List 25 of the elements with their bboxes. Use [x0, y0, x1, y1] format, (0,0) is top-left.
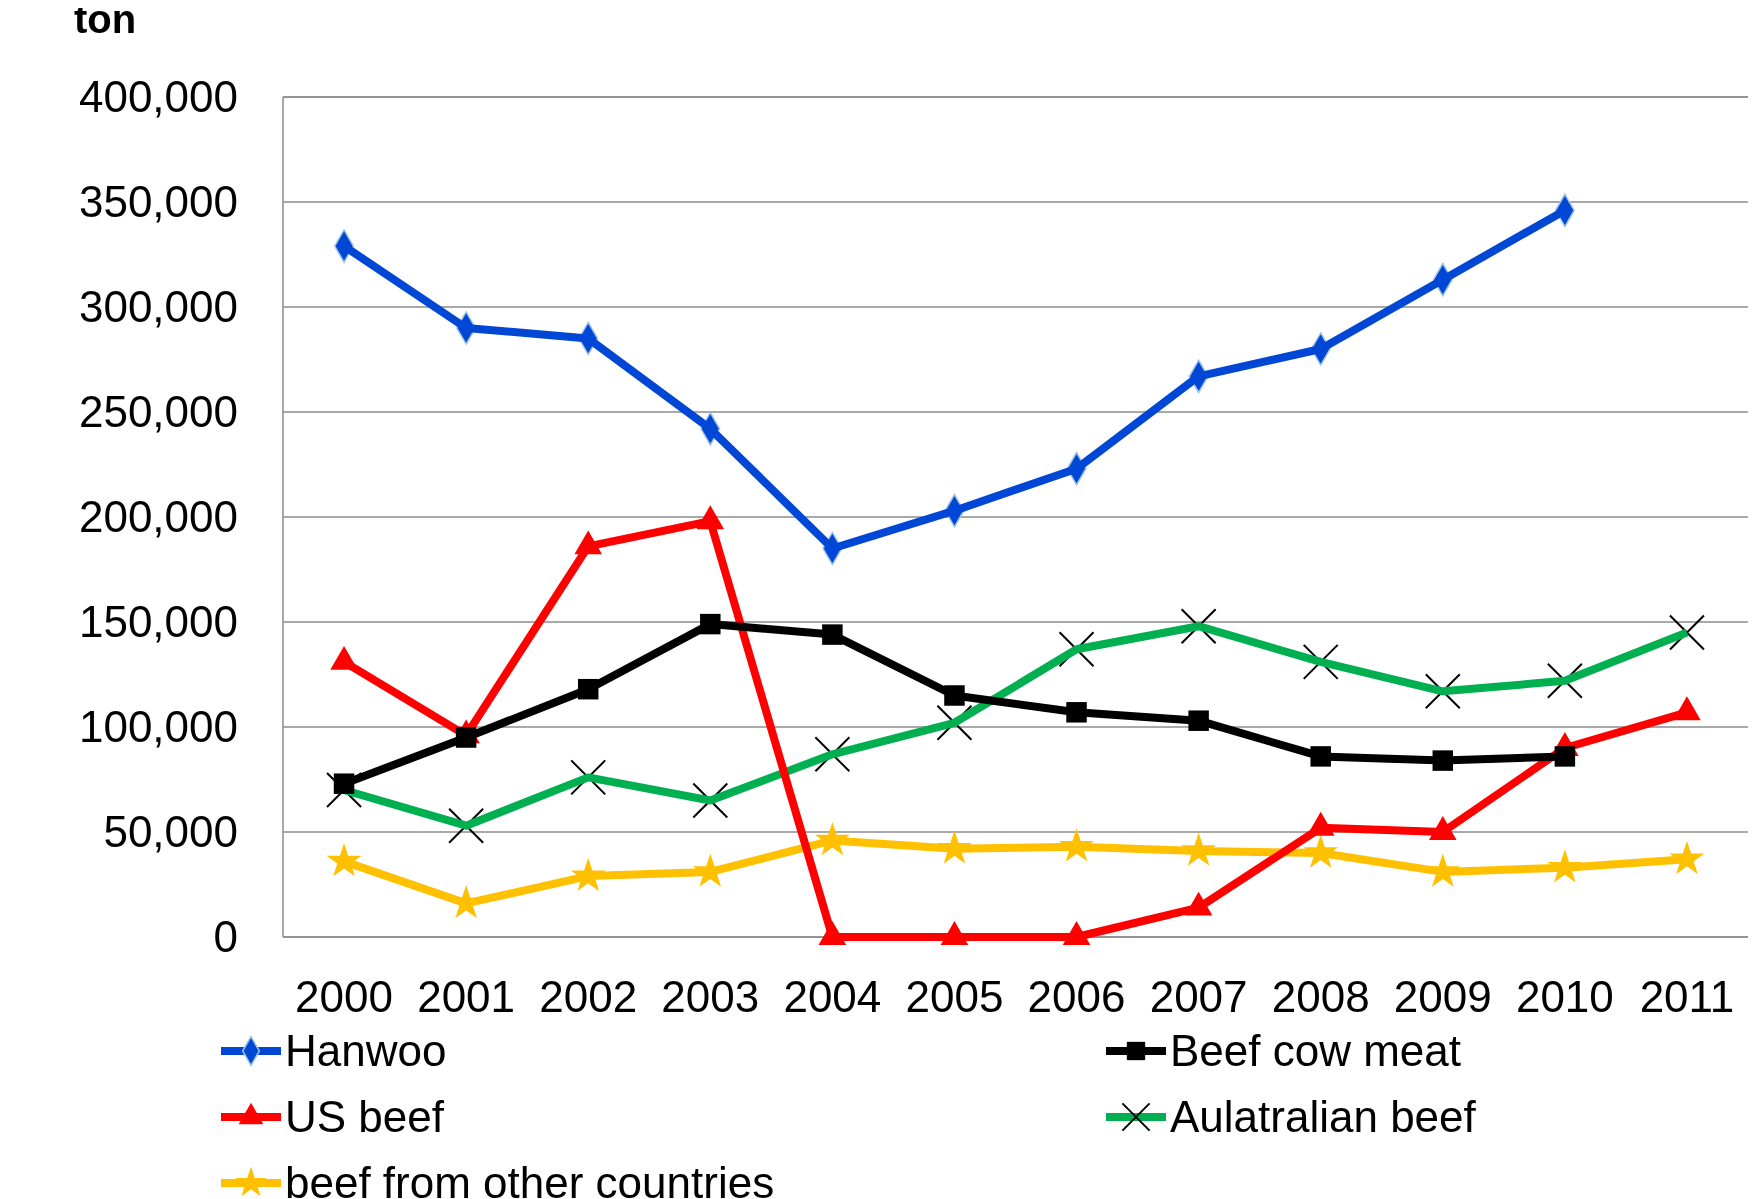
y-tick-label: 100,000 — [78, 702, 238, 752]
x-tick-label: 2006 — [1027, 972, 1126, 1021]
x-tick-label: 2005 — [905, 972, 1004, 1021]
x-tick-label: 2001 — [417, 972, 516, 1021]
x-tick-label: 2009 — [1393, 972, 1492, 1021]
x-tick-label: 2003 — [661, 972, 760, 1021]
legend-label: US beef — [285, 1092, 445, 1142]
y-tick-label: 150,000 — [78, 597, 238, 647]
y-tick-label: 50,000 — [103, 807, 238, 857]
x-tick-label: 2004 — [783, 972, 882, 1021]
y-tick-label: 0 — [213, 912, 238, 962]
y-tick-label: 400,000 — [78, 72, 238, 122]
x-tick-label: 2010 — [1515, 972, 1614, 1021]
legend-label: Beef cow meat — [1170, 1026, 1462, 1076]
y-tick-label: 350,000 — [78, 177, 238, 227]
x-tick-label: 2000 — [295, 972, 393, 1021]
y-tick-label: 250,000 — [78, 387, 238, 437]
y-tick-label: 300,000 — [78, 282, 238, 332]
x-tick-label: 2007 — [1149, 972, 1248, 1021]
y-tick-label: 200,000 — [78, 492, 238, 542]
legend-label: Hanwoo — [285, 1026, 447, 1076]
x-tick-label: 2011 — [1639, 972, 1735, 1021]
x-tick-label: 2002 — [539, 972, 638, 1021]
legend-label: Aulatralian beef — [1170, 1092, 1477, 1142]
x-tick-label: 2008 — [1271, 972, 1370, 1021]
